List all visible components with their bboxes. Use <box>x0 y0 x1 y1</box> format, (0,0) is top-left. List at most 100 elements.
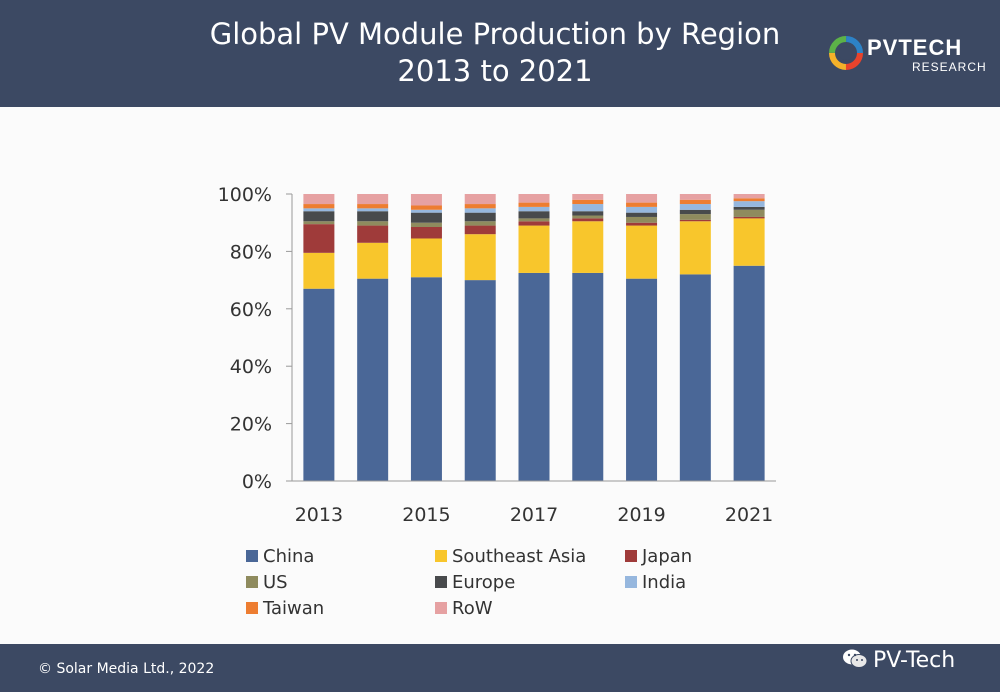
y-tick-label: 20% <box>230 414 272 436</box>
chart-title: Global PV Module Production by Region 20… <box>150 16 840 90</box>
copyright-notice: © Solar Media Ltd., 2022 <box>38 661 215 677</box>
bar-segment-taiwan <box>464 204 496 209</box>
bar-segment-taiwan <box>679 199 711 205</box>
bar-segment-southeast-asia <box>303 252 335 289</box>
bar-segment-us <box>464 221 496 226</box>
legend-item-india: India <box>625 573 686 593</box>
bar-segment-europe <box>357 211 389 222</box>
bar-segment-china <box>518 272 550 481</box>
bar-segment-india <box>572 204 604 212</box>
y-tick-label: 0% <box>242 471 272 493</box>
legend-swatch <box>246 550 258 562</box>
bar-segment-india <box>410 209 442 213</box>
bar-segment-china <box>572 272 604 481</box>
legend-swatch <box>435 602 447 614</box>
bar-segment-southeast-asia <box>410 238 442 278</box>
x-tick-label: 2021 <box>725 504 773 526</box>
legend-label: Europe <box>452 572 516 593</box>
bar-segment-us <box>357 221 389 226</box>
bar-segment-row <box>410 194 442 206</box>
bar-segment-us <box>410 222 442 228</box>
legend-swatch <box>625 550 637 562</box>
legend-swatch <box>435 576 447 588</box>
wechat-icon <box>843 649 868 668</box>
title-line-2: 2013 to 2021 <box>397 54 593 88</box>
bar-segment-taiwan <box>572 199 604 205</box>
bar-segment-southeast-asia <box>357 242 389 279</box>
y-tick-label: 100% <box>218 184 272 206</box>
x-tick-label: 2015 <box>402 504 450 526</box>
x-tick-label: 2013 <box>295 504 343 526</box>
bar-segment-india <box>357 208 389 212</box>
legend-swatch <box>246 602 258 614</box>
bar-segment-row <box>733 194 765 199</box>
bar-segment-china <box>626 278 658 481</box>
bar-segment-us <box>679 214 711 220</box>
bar-segment-southeast-asia <box>464 234 496 281</box>
bar-segment-europe <box>679 209 711 215</box>
title-line-1: Global PV Module Production by Region <box>209 17 781 51</box>
pvtech-logo-mark-icon <box>829 36 863 70</box>
legend-swatch <box>246 576 258 588</box>
bar-segment-europe <box>518 211 550 219</box>
bar-segment-row <box>464 194 496 205</box>
bar-segment-europe <box>733 206 765 210</box>
bar-segment-us <box>626 216 658 223</box>
logo-subtitle: RESEARCH <box>912 60 987 74</box>
bar-segment-row <box>679 194 711 200</box>
legend-label: Southeast Asia <box>452 546 587 567</box>
pvtech-research-logo: PVTECH RESEARCH <box>828 33 988 79</box>
x-tick-label: 2019 <box>617 504 665 526</box>
bar-segment-southeast-asia <box>733 218 765 266</box>
bar-segment-southeast-asia <box>572 221 604 273</box>
y-tick-label: 40% <box>230 356 272 378</box>
bar-segment-japan <box>464 225 496 235</box>
legend-item-taiwan: Taiwan <box>246 599 324 619</box>
bar-segment-china <box>357 278 389 481</box>
y-tick-label: 60% <box>230 299 272 321</box>
bar-segment-southeast-asia <box>626 225 658 279</box>
bar-segment-japan <box>733 216 765 219</box>
bar-segment-india <box>464 208 496 213</box>
bar-segment-japan <box>518 221 550 226</box>
legend-item-europe: Europe <box>435 573 515 593</box>
legend-label: China <box>263 546 315 567</box>
legend-item-china: China <box>246 547 314 567</box>
bar-segment-row <box>572 194 604 200</box>
legend-label: India <box>642 572 687 593</box>
legend-swatch <box>625 576 637 588</box>
bar-segment-row <box>626 194 658 203</box>
footer-bar: © Solar Media Ltd., 2022 PV-Tech <box>0 644 1000 692</box>
wechat-account-name: PV-Tech <box>873 648 956 673</box>
bar-segment-europe <box>464 212 496 222</box>
bar-segment-europe <box>303 211 335 222</box>
x-tick-label: 2017 <box>510 504 558 526</box>
bar-segment-japan <box>357 225 389 243</box>
chart-legend: China Southeast Asia Japan US Europe India Tai… <box>246 544 746 624</box>
bar-segment-row <box>303 194 335 205</box>
bar-segment-india <box>679 204 711 210</box>
legend-item-southeast-asia: Southeast Asia <box>435 547 586 567</box>
bar-segment-europe <box>572 211 604 216</box>
bar-segment-row <box>357 194 389 205</box>
bar-segment-us <box>518 218 550 222</box>
legend-item-us: US <box>246 573 288 593</box>
legend-item-row: RoW <box>435 599 493 619</box>
bar-segment-india <box>733 201 765 207</box>
bar-segment-europe <box>626 212 658 217</box>
bar-segment-china <box>464 280 496 481</box>
bar-segment-india <box>303 208 335 212</box>
bar-segment-china <box>303 288 335 481</box>
wechat-watermark: PV-Tech <box>842 648 955 674</box>
bar-segment-taiwan <box>357 204 389 209</box>
bar-segment-china <box>679 274 711 481</box>
bar-segment-us <box>572 215 604 219</box>
bar-segment-southeast-asia <box>679 221 711 275</box>
legend-item-japan: Japan <box>625 547 692 567</box>
bar-segment-japan <box>572 218 604 222</box>
bar-segment-southeast-asia <box>518 225 550 273</box>
bar-segment-india <box>518 206 550 212</box>
stacked-bar-chart: 0% 20% 40% 60% 80% 100% 2013 2015 2017 2019 2021 <box>218 184 776 526</box>
bar-segment-japan <box>626 222 658 226</box>
bar-segment-taiwan <box>410 205 442 210</box>
